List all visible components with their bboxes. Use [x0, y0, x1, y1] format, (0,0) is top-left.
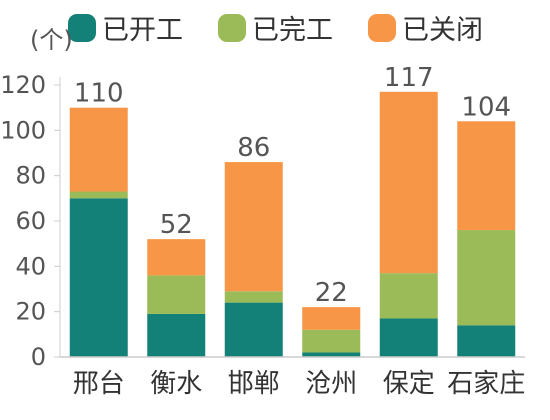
bar-segment-衡水-已关闭: [147, 239, 206, 276]
category-label-衡水: 衡水: [150, 369, 202, 399]
y-tick-label: 60: [15, 207, 46, 235]
bar-segment-邯郸-已开工: [224, 302, 283, 357]
total-label-保定: 117: [384, 63, 434, 93]
total-label-衡水: 52: [160, 210, 193, 240]
total-label-邢台: 110: [74, 79, 124, 109]
category-label-石家庄: 石家庄: [447, 369, 525, 399]
y-axis: 0 20 40 60 80 100 120: [0, 71, 61, 371]
x-axis: 邢台 衡水 邯郸 沧州 保定 石家庄: [60, 356, 525, 399]
category-label-邢台: 邢台: [73, 369, 125, 399]
y-tick-label: 100: [0, 116, 46, 144]
category-label-邯郸: 邯郸: [228, 369, 280, 399]
legend-label-1: 已开工: [102, 15, 183, 46]
bar-segment-石家庄-已完工: [457, 230, 516, 326]
category-label-保定: 保定: [383, 369, 435, 399]
bar-segment-沧州-已关闭: [302, 307, 361, 330]
total-label-沧州: 22: [315, 278, 348, 308]
legend-swatch-3: [368, 14, 396, 42]
legend-label-2: 已完工: [252, 15, 333, 46]
bar-segment-保定-已关闭: [379, 91, 438, 274]
category-label-沧州: 沧州: [305, 369, 357, 399]
bar-segment-保定-已开工: [379, 318, 438, 357]
bar-segment-邢台-已开工: [69, 198, 128, 357]
bars: [69, 91, 516, 357]
y-tick-label: 0: [31, 343, 46, 371]
total-label-邯郸: 86: [237, 133, 270, 163]
total-label-石家庄: 104: [461, 92, 511, 122]
bar-segment-沧州-已开工: [302, 352, 361, 357]
bar-segment-邢台-已完工: [69, 191, 128, 199]
y-tick-label: 20: [15, 298, 46, 326]
total-labels: 110 52 86 22 117 104: [74, 63, 511, 308]
bar-segment-沧州-已完工: [302, 329, 361, 353]
bar-segment-石家庄-已关闭: [457, 121, 516, 231]
bar-segment-衡水-已完工: [147, 275, 206, 314]
y-tick-label: 80: [15, 162, 46, 190]
bar-segment-衡水-已开工: [147, 313, 206, 357]
y-axis-unit-label: (个): [30, 26, 73, 54]
bar-segment-邯郸-已完工: [224, 291, 283, 303]
y-tick-label: 120: [0, 71, 46, 99]
legend-swatch-2: [218, 14, 246, 42]
bar-segment-邢台-已关闭: [69, 107, 128, 192]
bar-segment-邯郸-已关闭: [224, 162, 283, 292]
legend-label-3: 已关闭: [402, 15, 483, 46]
y-tick-label: 40: [15, 252, 46, 280]
legend-swatch-1: [68, 14, 96, 42]
bar-segment-保定-已完工: [379, 273, 438, 319]
bar-segment-石家庄-已开工: [457, 325, 516, 357]
legend: 已开工 已完工 已关闭: [68, 14, 483, 46]
